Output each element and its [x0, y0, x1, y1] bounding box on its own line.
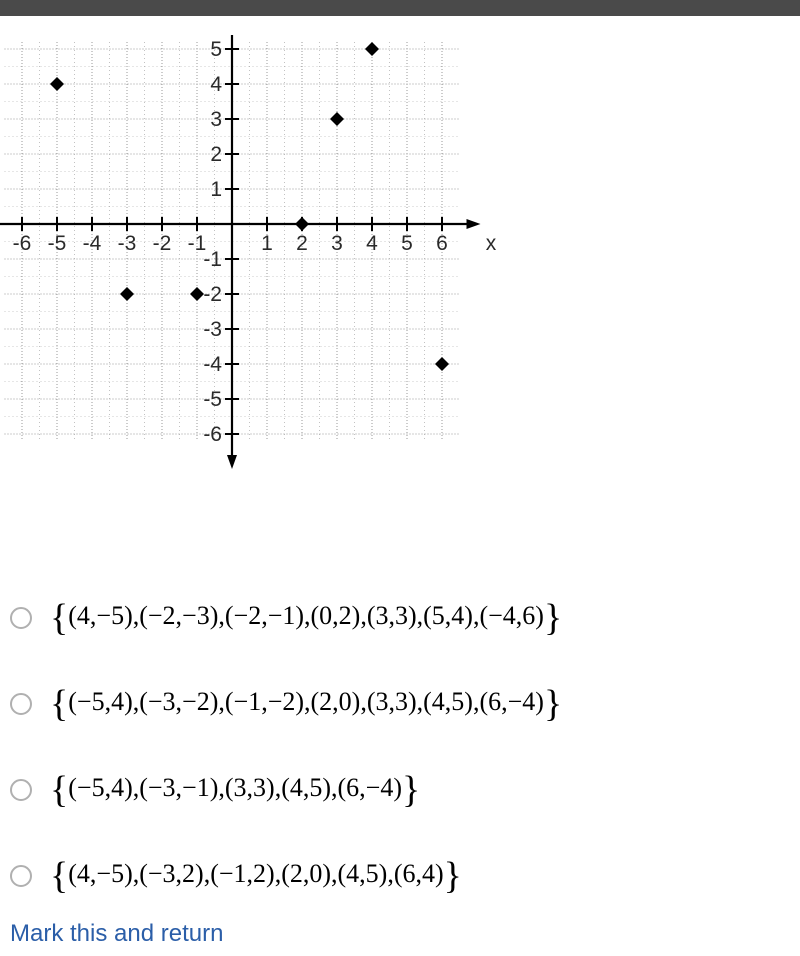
option-text: {(4,−5),(−2,−3),(−2,−1),(0,2),(3,3),(5,4…	[50, 596, 562, 640]
svg-text:-4: -4	[203, 353, 222, 376]
svg-text:-5: -5	[48, 232, 67, 255]
radio-button[interactable]	[10, 865, 32, 887]
svg-text:3: 3	[331, 232, 343, 255]
bottom-partial-text: Mark this and return	[10, 920, 223, 948]
svg-text:x: x	[486, 232, 497, 255]
svg-text:5: 5	[401, 232, 413, 255]
svg-text:-5: -5	[203, 388, 222, 411]
radio-button[interactable]	[10, 693, 32, 715]
svg-text:-6: -6	[13, 232, 32, 255]
option-text: {(4,−5),(−3,2),(−1,2),(2,0),(4,5),(6,4)}	[50, 854, 462, 898]
option-text: {(−5,4),(−3,−2),(−1,−2),(2,0),(3,3),(4,5…	[50, 682, 562, 726]
svg-text:-2: -2	[153, 232, 172, 255]
scatter-chart: -6-5-4-3-2-1123456x54321-1-2-3-4-5-6	[0, 16, 540, 506]
svg-text:-6: -6	[203, 423, 222, 446]
chart-svg: -6-5-4-3-2-1123456x54321-1-2-3-4-5-6	[0, 16, 540, 506]
svg-text:-3: -3	[203, 318, 222, 341]
svg-text:4: 4	[210, 73, 222, 96]
svg-text:2: 2	[296, 232, 308, 255]
option-text: {(−5,4),(−3,−1),(3,3),(4,5),(6,−4)}	[50, 768, 420, 812]
svg-text:5: 5	[210, 38, 222, 61]
svg-text:-4: -4	[83, 232, 102, 255]
svg-text:2: 2	[210, 143, 222, 166]
svg-text:-3: -3	[118, 232, 137, 255]
top-bar	[0, 0, 800, 16]
svg-text:3: 3	[210, 108, 222, 131]
option-row-4[interactable]: {(4,−5),(−3,2),(−1,2),(2,0),(4,5),(6,4)}	[10, 854, 800, 898]
option-row-1[interactable]: {(4,−5),(−2,−3),(−2,−1),(0,2),(3,3),(5,4…	[10, 596, 800, 640]
svg-text:-2: -2	[203, 283, 222, 306]
option-row-3[interactable]: {(−5,4),(−3,−1),(3,3),(4,5),(6,−4)}	[10, 768, 800, 812]
option-row-2[interactable]: {(−5,4),(−3,−2),(−1,−2),(2,0),(3,3),(4,5…	[10, 682, 800, 726]
radio-button[interactable]	[10, 779, 32, 801]
radio-button[interactable]	[10, 607, 32, 629]
svg-text:4: 4	[366, 232, 378, 255]
svg-text:1: 1	[210, 178, 222, 201]
svg-text:6: 6	[436, 232, 448, 255]
svg-text:-1: -1	[203, 248, 222, 271]
options-container: {(4,−5),(−2,−3),(−2,−1),(0,2),(3,3),(5,4…	[0, 596, 800, 898]
svg-text:1: 1	[261, 232, 273, 255]
